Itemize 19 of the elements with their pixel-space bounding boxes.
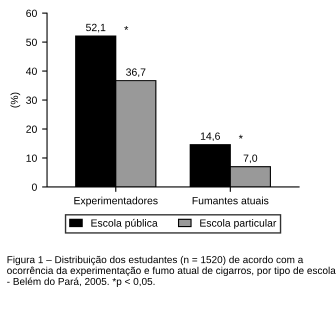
y-tick-label: 60 — [26, 10, 37, 17]
data-label: 36,7 — [126, 68, 146, 78]
legend-label: Escola particular — [200, 219, 276, 229]
y-tick-label: 20 — [26, 126, 37, 133]
x-tick-label: Experimentadores — [74, 196, 158, 206]
y-tick-label: 50 — [26, 38, 37, 46]
y-tick-label: 30 — [26, 96, 37, 104]
y-tick-label: 40 — [26, 68, 37, 75]
text: Figura 1 – Distribuição dos estudantes (n = 1520) de acordo com a ocorrência da experimentação e fumo atual de cigarros, por tipo de escola - Belém do Pará, 2005. *p < 0,05. — [7, 256, 336, 287]
y-tick-label: 10 — [26, 154, 37, 162]
y-tick-label: 0 — [32, 183, 37, 191]
data-label: 14,6 — [200, 132, 220, 142]
data-label: 7,0 — [244, 154, 258, 164]
legend-label: Escola pública — [91, 218, 158, 229]
annotation: * — [238, 134, 243, 139]
y-axis-title: (%) — [10, 92, 20, 108]
annotation: * — [124, 26, 128, 30]
x-tick-label: Fumantes atuais — [192, 196, 268, 204]
data-label: 52,1 — [86, 24, 106, 32]
